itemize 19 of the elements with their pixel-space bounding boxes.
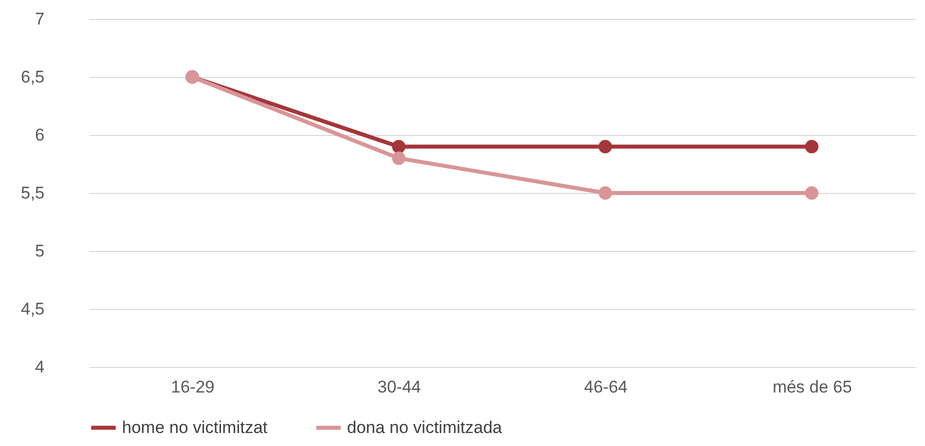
point xyxy=(598,140,612,154)
y-tick-label: 5 xyxy=(35,242,44,260)
y-tick-label: 4 xyxy=(35,358,44,376)
y-tick-label: 6,5 xyxy=(20,68,44,86)
legend-label: home no victimitzat xyxy=(122,418,268,437)
x-tick-label: 30-44 xyxy=(378,378,421,396)
point xyxy=(392,140,406,154)
y-tick-label: 4,5 xyxy=(20,300,44,318)
y-tick-label: 7 xyxy=(35,10,44,28)
x-tick-label: 46-64 xyxy=(584,378,628,396)
x-tick-label: 16-29 xyxy=(171,378,214,396)
y-tick-label: 5,5 xyxy=(20,184,44,202)
point xyxy=(598,186,612,200)
point xyxy=(392,152,406,165)
point xyxy=(805,140,818,154)
y-tick-label: 6 xyxy=(35,126,44,144)
point xyxy=(805,186,818,200)
x-tick-label: més de 65 xyxy=(772,378,852,396)
legend-label: dona no victimitzada xyxy=(347,418,503,437)
